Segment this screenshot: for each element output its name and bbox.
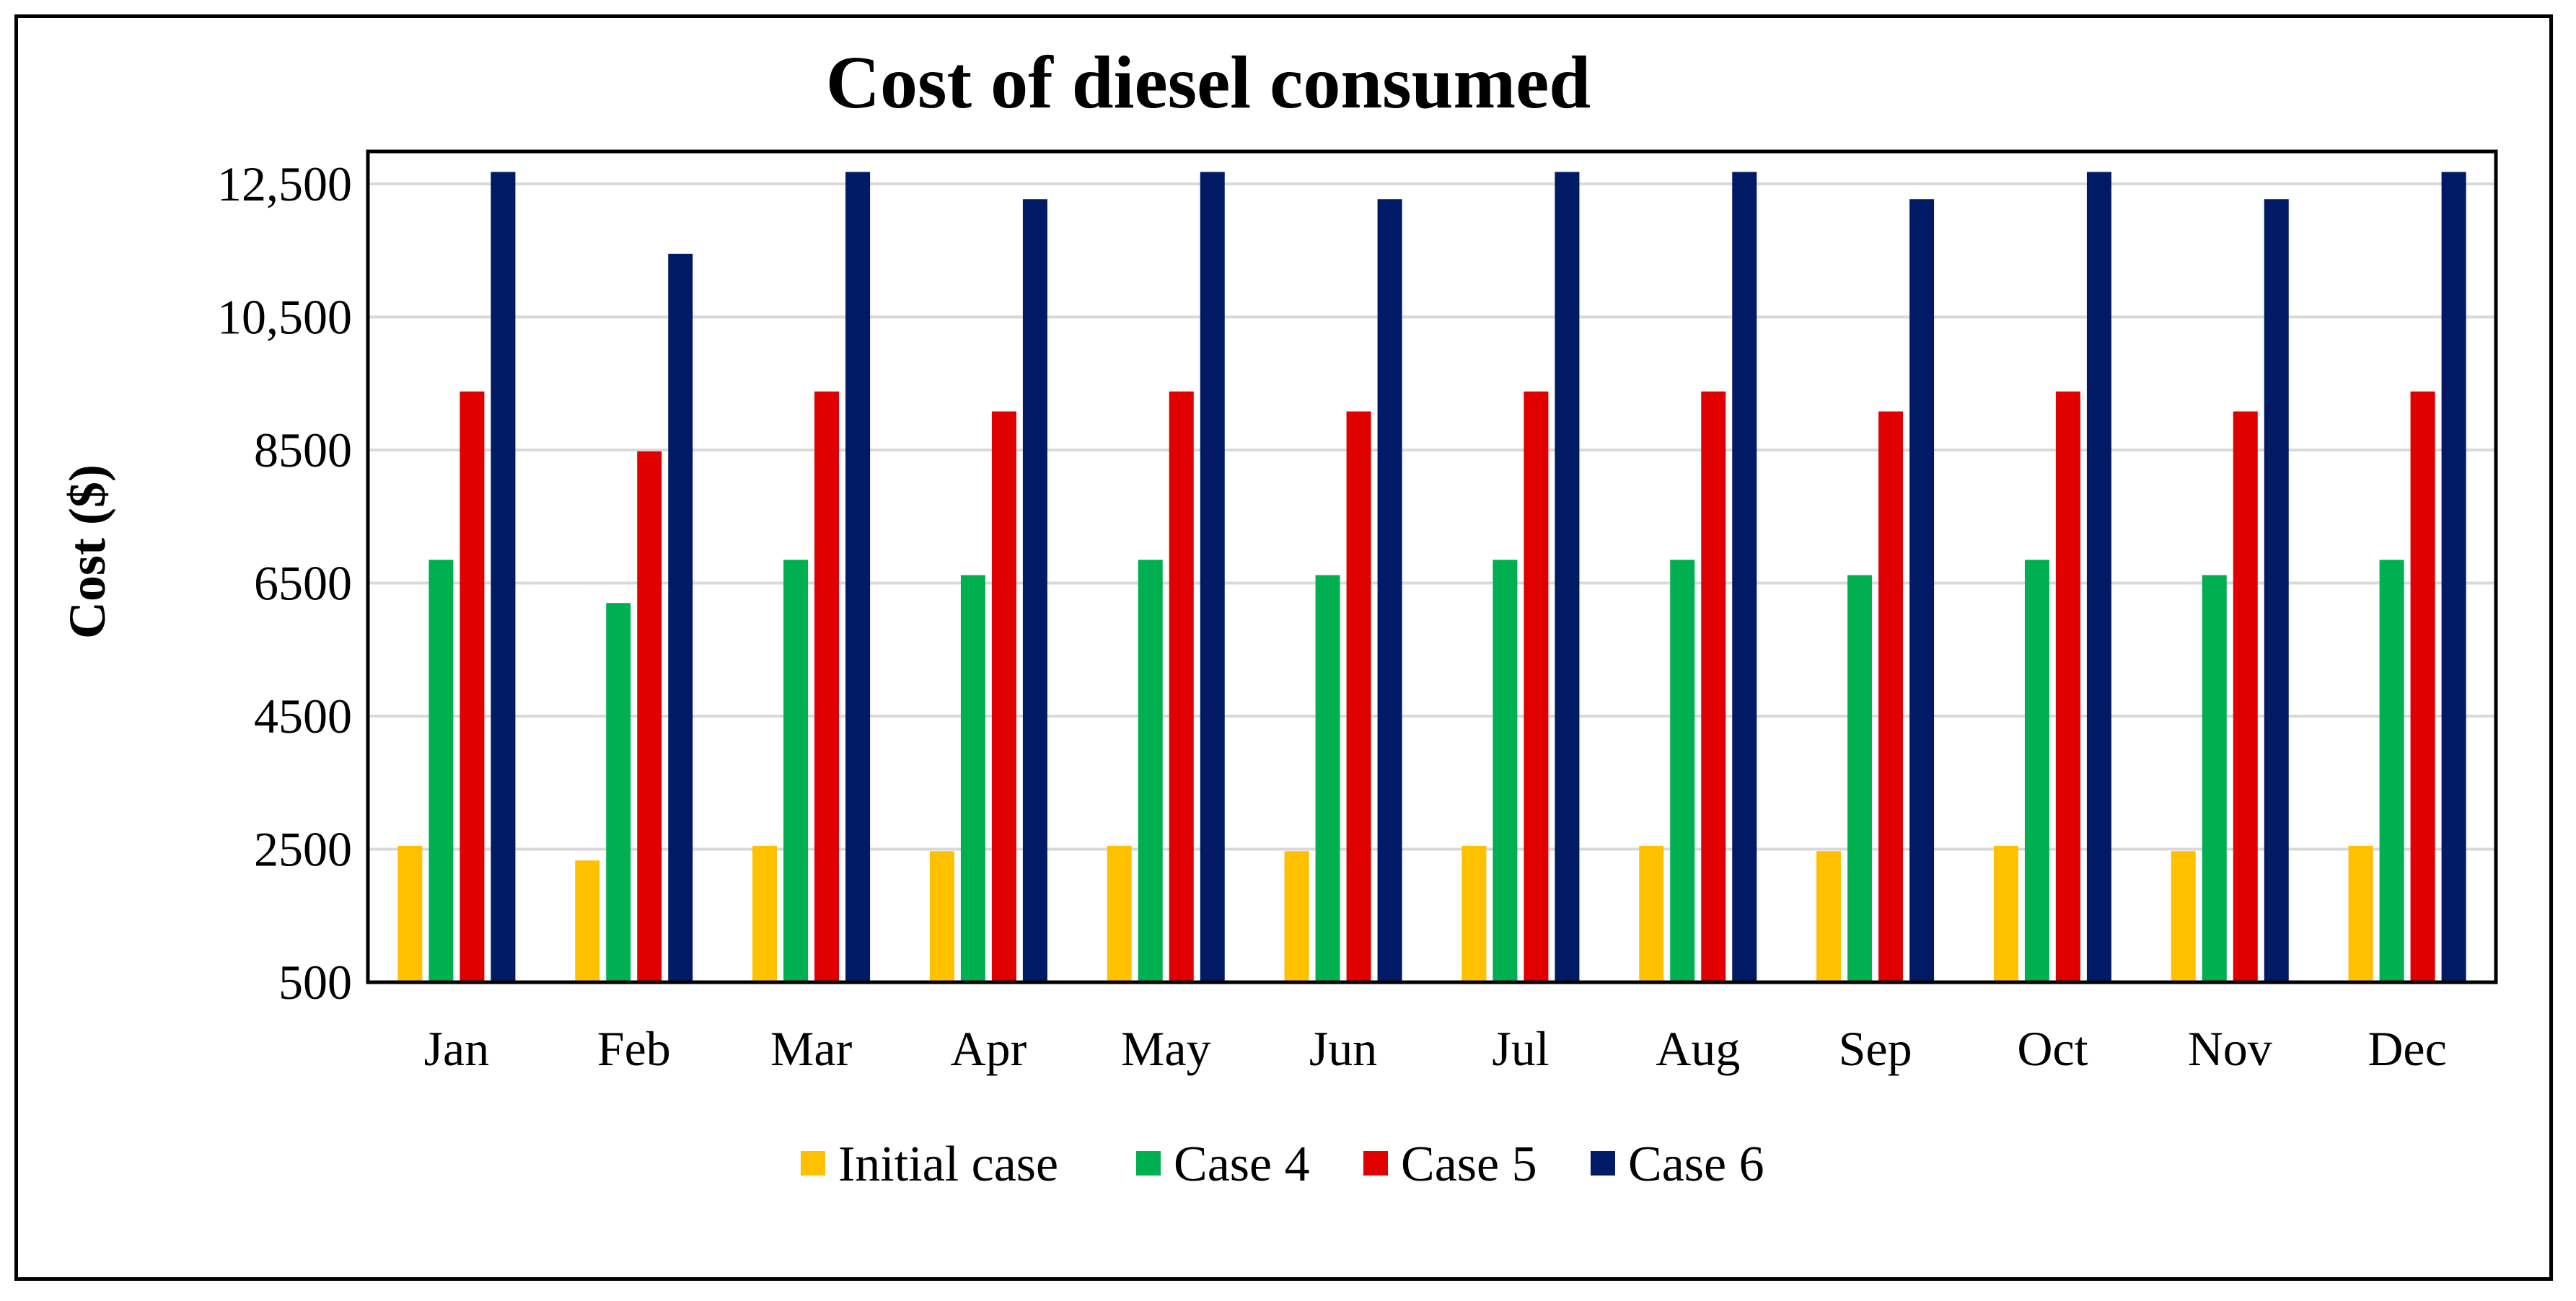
legend-swatch (1136, 1151, 1161, 1176)
bar (1461, 845, 1487, 982)
bars (397, 172, 2466, 982)
bar (960, 575, 985, 982)
plot-area-border (366, 149, 2498, 984)
x-tick-label: Jun (1309, 1021, 1377, 1076)
bar (1732, 172, 1757, 982)
x-tick-label: Jan (424, 1021, 490, 1076)
bar (752, 845, 778, 982)
y-tick-label: 8500 (254, 423, 352, 477)
x-tick-label: Aug (1656, 1021, 1740, 1076)
bar (991, 411, 1016, 982)
bar (1878, 411, 1904, 982)
bar (1022, 199, 1047, 982)
bar (1284, 851, 1309, 982)
bar (2171, 851, 2196, 982)
bar (1993, 845, 2018, 982)
bar (814, 391, 840, 982)
x-tick-label: Oct (2017, 1021, 2088, 1076)
bar (460, 391, 485, 982)
y-tick-label: 6500 (254, 556, 352, 611)
bar (1639, 845, 1664, 982)
legend-label: Case 6 (1628, 1137, 1764, 1192)
x-tick-label: Mar (770, 1021, 853, 1076)
chart-frame: Cost of diesel consumed 500 2500 4500 6500 8… (14, 14, 2553, 1281)
bar (2264, 199, 2289, 982)
bar (1701, 391, 1726, 982)
bar (1847, 575, 1873, 982)
x-tick-label: Dec (2368, 1021, 2446, 1076)
bar (2233, 411, 2258, 982)
bar (491, 172, 516, 982)
bar (783, 560, 809, 982)
y-tick-label: 4500 (254, 689, 352, 744)
x-tick-label: Feb (597, 1021, 671, 1076)
bar (668, 253, 693, 982)
bar (1524, 391, 1549, 982)
bar (2202, 575, 2227, 982)
y-axis-label: Cost ($) (58, 464, 116, 639)
bar-chart: Cost of diesel consumed 500 2500 4500 6500 8… (58, 41, 2498, 1192)
x-tick-label: Jul (1492, 1021, 1549, 1076)
bar (2441, 172, 2466, 982)
chart-title: Cost of diesel consumed (826, 41, 1591, 124)
gridlines (368, 182, 2496, 984)
bar (397, 845, 423, 982)
y-tick-label: 2500 (254, 822, 352, 877)
bar (1346, 411, 1371, 982)
bar (1816, 851, 1842, 982)
x-tick-label: Nov (2188, 1021, 2272, 1076)
legend-label: Case 5 (1401, 1137, 1537, 1192)
legend-swatch (1363, 1151, 1388, 1176)
bar (1909, 199, 1935, 982)
x-tick-label: May (1121, 1021, 1211, 1076)
y-tick-label: 10,500 (217, 290, 352, 345)
y-tick-label: 500 (278, 955, 352, 1010)
bar (1315, 575, 1340, 982)
bar (2055, 391, 2080, 982)
legend-swatch (1591, 1151, 1615, 1176)
bar (2379, 560, 2404, 982)
y-tick-label: 12,500 (217, 156, 352, 211)
x-axis-ticks: Jan Feb Mar Apr May Jun Jul Aug Sep Oct Nov Dec (424, 1021, 2447, 1076)
bar (1377, 199, 1402, 982)
bar (1200, 172, 1225, 982)
bar (637, 451, 662, 982)
bar (606, 603, 631, 982)
legend-label: Case 4 (1174, 1137, 1310, 1192)
legend: Initial case Case 4 Case 5 Case 6 (801, 1137, 1764, 1192)
bar (1169, 391, 1194, 982)
bar (1555, 172, 1580, 982)
bar (1670, 560, 1695, 982)
legend-label: Initial case (838, 1137, 1058, 1192)
bar (1138, 560, 1163, 982)
bar (2024, 560, 2049, 982)
x-tick-label: Sep (1839, 1021, 1912, 1076)
bar (845, 172, 871, 982)
bar (428, 560, 454, 982)
bar (2410, 391, 2435, 982)
bar (1493, 560, 1518, 982)
bar (2348, 845, 2373, 982)
legend-swatch (801, 1151, 825, 1176)
bar (2086, 172, 2111, 982)
bar (575, 860, 600, 982)
bar (1107, 845, 1132, 982)
bar (929, 851, 954, 982)
y-axis-ticks: 500 2500 4500 6500 8500 10,500 12,500 (217, 156, 352, 1010)
x-tick-label: Apr (951, 1021, 1027, 1076)
